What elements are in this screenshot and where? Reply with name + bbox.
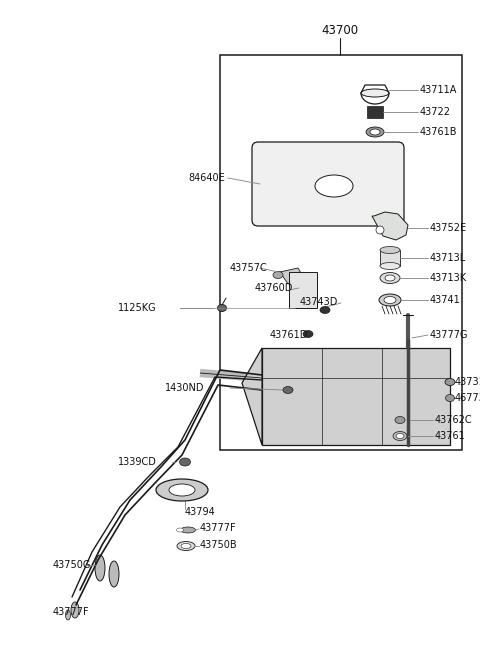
- Ellipse shape: [445, 379, 455, 386]
- Polygon shape: [242, 348, 262, 445]
- Ellipse shape: [65, 610, 71, 620]
- Ellipse shape: [393, 432, 407, 440]
- Text: 1125KG: 1125KG: [118, 303, 156, 313]
- Ellipse shape: [217, 304, 227, 312]
- Ellipse shape: [181, 544, 191, 548]
- Ellipse shape: [71, 602, 79, 618]
- Ellipse shape: [370, 129, 380, 135]
- Text: 43700: 43700: [322, 24, 359, 37]
- Text: 43752E: 43752E: [430, 223, 467, 233]
- Ellipse shape: [380, 262, 400, 270]
- Text: 43777F: 43777F: [53, 607, 90, 617]
- Ellipse shape: [445, 394, 455, 401]
- Bar: [289, 272, 317, 308]
- Text: 43713L: 43713L: [430, 253, 466, 263]
- Bar: [380, 250, 400, 266]
- Ellipse shape: [180, 527, 195, 533]
- Text: 43794: 43794: [185, 507, 216, 517]
- Ellipse shape: [169, 484, 195, 496]
- Ellipse shape: [273, 272, 283, 279]
- Ellipse shape: [380, 247, 400, 253]
- Ellipse shape: [379, 294, 401, 306]
- Ellipse shape: [320, 306, 330, 314]
- Bar: [367, 106, 383, 118]
- Ellipse shape: [396, 434, 404, 438]
- Ellipse shape: [156, 479, 208, 501]
- Ellipse shape: [177, 541, 195, 550]
- Text: 43761B: 43761B: [420, 127, 457, 137]
- Ellipse shape: [109, 561, 119, 587]
- Ellipse shape: [380, 272, 400, 283]
- Text: 43760D: 43760D: [255, 283, 293, 293]
- Text: 43777G: 43777G: [430, 330, 468, 340]
- Ellipse shape: [366, 127, 384, 137]
- Text: 43777F: 43777F: [200, 523, 237, 533]
- Text: 43713K: 43713K: [430, 273, 467, 283]
- Ellipse shape: [177, 528, 183, 532]
- Ellipse shape: [283, 386, 293, 394]
- Text: 43757C: 43757C: [230, 263, 268, 273]
- Ellipse shape: [376, 226, 384, 234]
- Ellipse shape: [95, 555, 105, 581]
- Text: 43750G: 43750G: [53, 560, 91, 570]
- Text: 46773B: 46773B: [455, 393, 480, 403]
- Ellipse shape: [303, 331, 313, 337]
- Text: 43762C: 43762C: [435, 415, 473, 425]
- Bar: [262, 348, 450, 445]
- Text: 43761D: 43761D: [270, 330, 308, 340]
- Ellipse shape: [361, 89, 389, 97]
- FancyBboxPatch shape: [252, 142, 404, 226]
- Bar: [220, 55, 462, 450]
- Text: 1339CD: 1339CD: [118, 457, 157, 467]
- Text: 43711A: 43711A: [420, 85, 457, 95]
- Ellipse shape: [180, 458, 191, 466]
- Text: 84640E: 84640E: [188, 173, 225, 183]
- Ellipse shape: [395, 417, 405, 424]
- Ellipse shape: [315, 175, 353, 197]
- Ellipse shape: [384, 297, 396, 304]
- Polygon shape: [372, 212, 408, 240]
- Ellipse shape: [385, 275, 395, 281]
- Text: 43722: 43722: [420, 107, 451, 117]
- Polygon shape: [280, 268, 305, 284]
- Text: 43750B: 43750B: [200, 540, 238, 550]
- Text: 43731A: 43731A: [455, 377, 480, 387]
- Ellipse shape: [298, 282, 308, 290]
- Text: 1430ND: 1430ND: [165, 383, 204, 393]
- Text: 43743D: 43743D: [300, 297, 338, 307]
- Text: 43761: 43761: [435, 431, 466, 441]
- Text: 43741: 43741: [430, 295, 461, 305]
